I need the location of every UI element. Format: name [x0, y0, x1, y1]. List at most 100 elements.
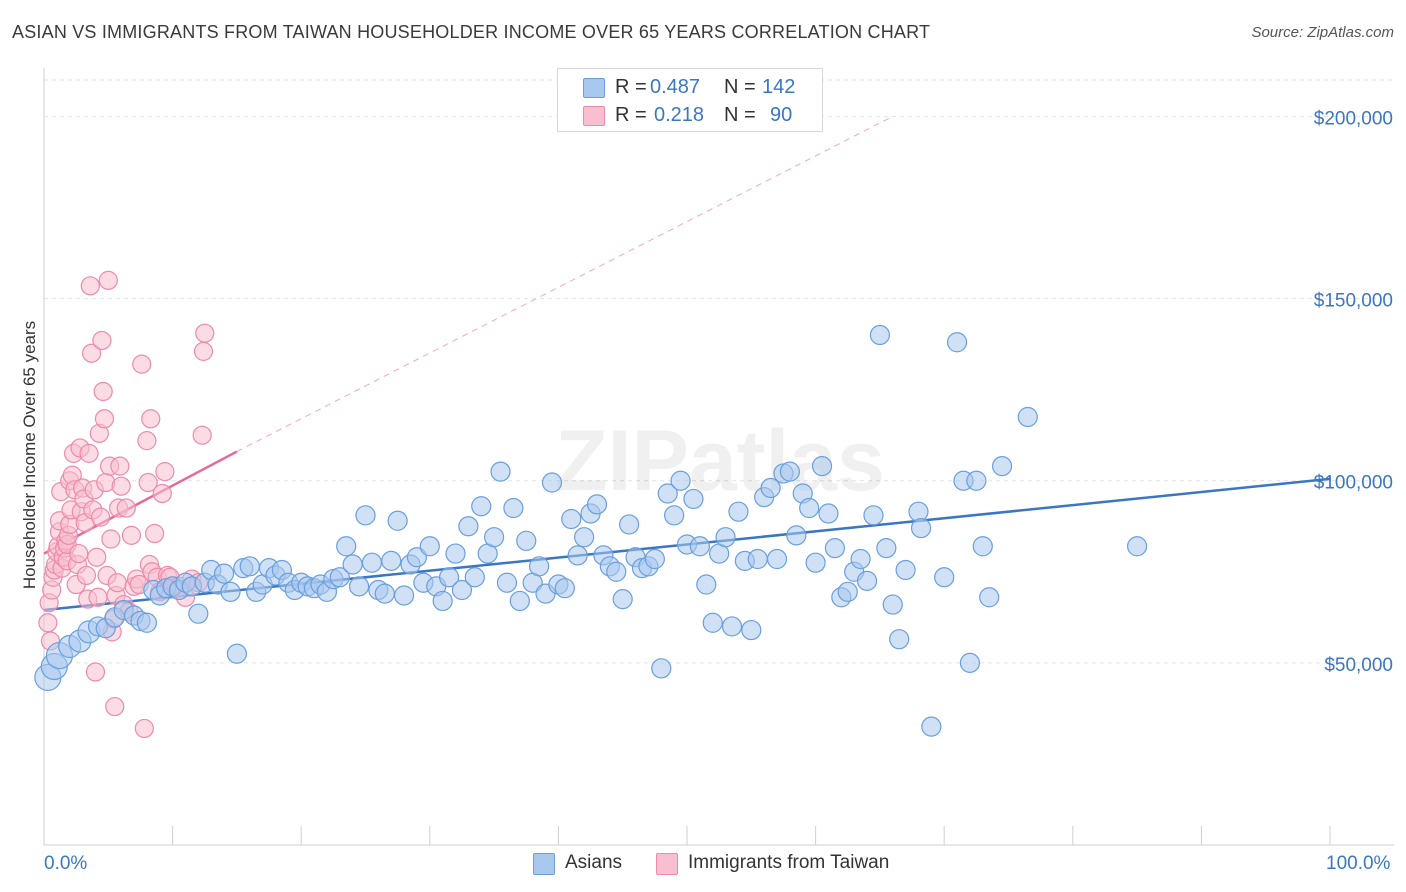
point-asians — [741, 619, 762, 641]
point-asians — [619, 514, 640, 535]
point-asians — [432, 590, 453, 612]
y-tick-label: $200,000 — [1314, 108, 1393, 129]
point-asians — [361, 552, 383, 573]
point-asians — [959, 652, 981, 673]
point-asians — [876, 538, 897, 559]
point-asians — [188, 603, 209, 624]
point-taiwan — [155, 462, 175, 482]
point-asians — [921, 716, 942, 737]
point-taiwan — [116, 498, 136, 518]
point-taiwan — [132, 354, 152, 374]
point-taiwan — [87, 547, 107, 567]
point-asians — [348, 576, 370, 597]
point-asians — [387, 510, 408, 531]
n-value-asians: 142 — [762, 76, 796, 98]
point-asians — [612, 589, 633, 610]
n-label: N = — [724, 104, 756, 126]
point-asians — [779, 461, 800, 482]
point-asians — [664, 505, 685, 526]
point-taiwan — [93, 381, 113, 402]
point-asians — [484, 527, 505, 548]
axes — [43, 68, 1394, 846]
point-taiwan — [192, 425, 212, 445]
source-credit: Source: ZipAtlas.com — [1251, 24, 1394, 41]
y-tick-label: $100,000 — [1314, 473, 1393, 494]
point-asians — [374, 583, 395, 604]
point-asians — [811, 456, 833, 477]
point-taiwan — [88, 587, 108, 607]
point-asians — [220, 581, 241, 602]
point-asians — [329, 567, 350, 588]
point-asians — [657, 483, 678, 504]
point-taiwan — [81, 343, 102, 363]
point-asians — [696, 574, 717, 595]
point-taiwan — [152, 483, 172, 504]
point-asians — [393, 585, 415, 606]
point-asians — [445, 543, 466, 564]
point-asians — [381, 550, 402, 571]
point-asians — [406, 547, 428, 568]
point-asians — [561, 508, 582, 530]
point-taiwan — [69, 543, 89, 564]
point-asians — [766, 548, 788, 570]
point-asians — [805, 552, 826, 573]
point-asians — [670, 470, 691, 491]
point-asians — [946, 332, 968, 353]
point-asians — [910, 517, 932, 539]
x-tick-label-max: 100.0% — [1326, 853, 1391, 874]
point-asians — [644, 548, 665, 570]
stats-swatch-taiwan — [583, 106, 605, 126]
chart-title: ASIAN VS IMMIGRANTS FROM TAIWAN HOUSEHOL… — [12, 22, 931, 42]
point-asians — [824, 538, 845, 559]
stats-row-asians: R = 0.487 N = 142 — [558, 73, 822, 101]
point-asians — [342, 554, 363, 575]
point-asians — [606, 561, 627, 582]
point-asians — [689, 536, 710, 557]
legend-swatch-asians — [533, 853, 555, 875]
r-label: R = — [615, 76, 647, 98]
point-taiwan — [76, 565, 97, 586]
x-tick-label-min: 0.0% — [44, 853, 88, 874]
r-label: R = — [615, 104, 647, 126]
watermark: ZIPatlas — [555, 413, 885, 509]
legend-swatch-taiwan — [656, 853, 678, 875]
legend-label-asians: Asians — [565, 852, 623, 873]
y-tick-label: $150,000 — [1314, 291, 1393, 312]
point-asians — [966, 470, 987, 491]
point-taiwan — [92, 330, 112, 351]
point-taiwan — [80, 276, 100, 296]
point-asians — [336, 536, 357, 557]
point-asians — [747, 548, 768, 570]
point-asians — [516, 530, 537, 551]
trend-line-taiwan-extrapolated — [236, 115, 893, 453]
point-taiwan — [134, 718, 154, 739]
r-value-asians: 0.487 — [650, 76, 701, 98]
point-asians — [586, 494, 608, 515]
point-asians — [683, 488, 704, 510]
point-taiwan — [107, 573, 127, 593]
point-asians — [850, 548, 871, 570]
stats-row-taiwan: R = 0.218 N = 90 — [558, 101, 822, 129]
y-axis-label: Householder Income Over 65 years — [20, 320, 39, 590]
point-asians — [239, 556, 260, 577]
point-asians — [529, 556, 550, 577]
point-taiwan — [137, 431, 157, 451]
point-asians — [889, 629, 910, 650]
r-value-taiwan: 0.218 — [654, 104, 705, 126]
point-taiwan — [111, 476, 131, 496]
point-asians — [509, 590, 530, 612]
points-asians — [34, 324, 1148, 737]
point-asians — [136, 612, 157, 633]
point-taiwan — [110, 456, 130, 476]
point-asians — [451, 579, 473, 601]
point-asians — [541, 472, 563, 493]
legend-label-taiwan: Immigrants from Taiwan — [688, 852, 890, 873]
point-asians — [979, 587, 1000, 608]
point-taiwan — [195, 323, 215, 343]
point-asians — [438, 567, 460, 588]
point-asians — [786, 525, 807, 546]
point-taiwan — [94, 409, 115, 429]
point-asians — [991, 456, 1013, 477]
n-value-taiwan: 90 — [770, 104, 793, 126]
